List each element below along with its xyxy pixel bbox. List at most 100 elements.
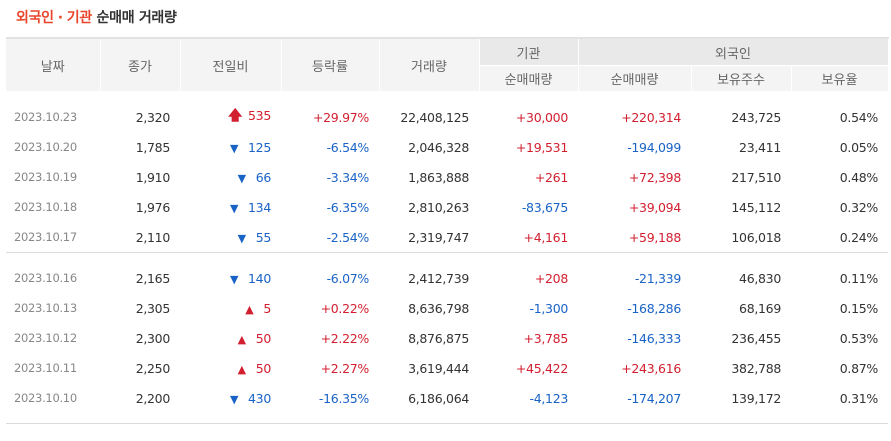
cell-foreign-hold: 139,172 <box>731 390 781 406</box>
header-date: 날짜 <box>6 37 101 92</box>
title-rest: 순매매 거래량 <box>96 10 177 26</box>
cell-date: 2023.10.19 <box>14 170 77 184</box>
table-row: 2023.10.17 2,110 ▼ 55 -2.54% 2,319,747 +4,161 +… <box>6 222 888 253</box>
table-row: 2023.10.11 2,250 ▲ 50 +2.27% 3,619,444 +45,422… <box>6 353 888 383</box>
change-value: 5 <box>263 300 271 316</box>
cell-volume: 2,046,328 <box>408 139 469 155</box>
header-foreign-ratio: 보유율 <box>791 65 889 92</box>
cell-date: 2023.10.10 <box>14 391 77 405</box>
cell-foreign-hold: 106,018 <box>731 229 781 245</box>
header-institution-group: 기관 <box>479 37 579 66</box>
table-row: 2023.10.23 2,320 🡅 535 +29.97% 22,408,125 +30,… <box>6 102 888 132</box>
cell-date: 2023.10.20 <box>14 140 77 154</box>
cell-date: 2023.10.12 <box>14 331 77 345</box>
cell-foreign-net: +59,188 <box>628 229 681 245</box>
change-value: 50 <box>255 360 272 376</box>
cell-foreign-net: -194,099 <box>627 139 681 155</box>
cell-rate: +0.22% <box>320 300 370 316</box>
cell-volume: 1,863,888 <box>408 169 469 185</box>
header-close: 종가 <box>100 37 181 92</box>
header-volume: 거래량 <box>379 37 480 92</box>
down-triangle-icon: ▼ <box>229 272 239 286</box>
cell-foreign-hold: 46,830 <box>739 270 781 286</box>
trading-table: 날짜 종가 전일비 등락률 거래량 기관 외국인 순매매량 순매매량 보유주수 … <box>6 37 889 424</box>
cell-inst-net: +19,531 <box>515 139 568 155</box>
change-value: 125 <box>248 139 271 155</box>
cell-inst-net: +261 <box>534 169 568 185</box>
cell-date: 2023.10.18 <box>14 200 77 214</box>
table-row: 2023.10.12 2,300 ▲ 50 +2.22% 8,876,875 +3,785 -… <box>6 323 888 353</box>
change-value: 50 <box>255 330 272 346</box>
cell-inst-net: -4,123 <box>529 390 569 406</box>
cell-foreign-net: -174,207 <box>627 390 681 406</box>
cell-volume: 2,810,263 <box>408 199 469 215</box>
cell-close: 1,910 <box>135 169 171 185</box>
cell-volume: 8,636,798 <box>408 300 469 316</box>
cell-foreign-net: +220,314 <box>621 109 681 125</box>
cell-foreign-net: +243,616 <box>621 360 681 376</box>
cell-foreign-net: +39,094 <box>628 199 681 215</box>
cell-volume: 22,408,125 <box>400 109 469 125</box>
cell-foreign-ratio: 0.48% <box>839 169 879 185</box>
table-bottom-border <box>6 423 888 424</box>
cell-volume: 3,619,444 <box>408 360 469 376</box>
change-value: 140 <box>248 270 271 286</box>
down-triangle-icon: ▼ <box>229 392 239 406</box>
cell-foreign-hold: 243,725 <box>731 109 781 125</box>
cell-rate: -16.35% <box>318 390 369 406</box>
cell-change: ▼ 140 <box>180 263 281 293</box>
cell-foreign-ratio: 0.32% <box>839 199 879 215</box>
cell-inst-net: +208 <box>534 270 568 286</box>
cell-foreign-hold: 23,411 <box>739 139 781 155</box>
up-triangle-icon: ▲ <box>237 332 246 346</box>
cell-date: 2023.10.16 <box>14 271 77 285</box>
cell-volume: 6,186,064 <box>408 390 469 406</box>
cell-change: ▼ 55 <box>180 222 281 253</box>
down-triangle-icon: ▼ <box>237 171 246 185</box>
cell-date: 2023.10.23 <box>14 110 77 124</box>
cell-volume: 2,319,747 <box>408 229 469 245</box>
cell-inst-net: +45,422 <box>515 360 568 376</box>
header-inst-net: 순매매량 <box>479 65 579 92</box>
cell-foreign-ratio: 0.31% <box>839 390 879 406</box>
cell-date: 2023.10.13 <box>14 301 77 315</box>
header-foreign-net: 순매매량 <box>578 65 692 92</box>
cell-rate: +2.22% <box>320 330 370 346</box>
cell-close: 2,305 <box>135 300 171 316</box>
cell-foreign-net: -168,286 <box>627 300 681 316</box>
cell-foreign-ratio: 0.15% <box>839 300 879 316</box>
table-row: 2023.10.16 2,165 ▼ 140 -6.07% 2,412,739 +208 -2… <box>6 263 888 293</box>
cell-foreign-ratio: 0.24% <box>839 229 879 245</box>
cell-close: 2,165 <box>135 270 171 286</box>
cell-foreign-ratio: 0.11% <box>839 270 879 286</box>
down-triangle-icon: ▼ <box>229 141 239 155</box>
cell-change: ▲ 50 <box>180 323 281 353</box>
table-row: 2023.10.19 1,910 ▼ 66 -3.34% 1,863,888 +261 +72… <box>6 162 888 192</box>
cell-foreign-net: +72,398 <box>628 169 681 185</box>
cell-close: 2,320 <box>135 109 171 125</box>
cell-change: ▼ 66 <box>180 162 281 192</box>
cell-change: ▼ 134 <box>180 192 281 222</box>
title-separator: · <box>57 10 63 26</box>
cell-foreign-hold: 217,510 <box>731 169 781 185</box>
cell-foreign-net: -146,333 <box>627 330 681 346</box>
cell-foreign-ratio: 0.53% <box>839 330 879 346</box>
title-foreign: 외국인 <box>16 10 54 26</box>
cell-rate: -6.54% <box>326 139 370 155</box>
cell-rate: +2.27% <box>320 360 370 376</box>
cell-change: ▼ 125 <box>180 132 281 162</box>
header-change: 전일비 <box>180 37 282 92</box>
up-triangle-icon: ▲ <box>245 302 254 316</box>
cell-change: ▲ 50 <box>180 353 281 383</box>
cell-foreign-hold: 382,788 <box>731 360 781 376</box>
cell-foreign-hold: 236,455 <box>731 330 781 346</box>
table-row: 2023.10.13 2,305 ▲ 5 +0.22% 8,636,798 -1,300 -1… <box>6 293 888 323</box>
cell-foreign-hold: 68,169 <box>739 300 781 316</box>
table-row: 2023.10.20 1,785 ▼ 125 -6.54% 2,046,328 +19,53… <box>6 132 888 162</box>
cell-rate: -6.07% <box>326 270 370 286</box>
cell-change: ▼ 430 <box>180 383 281 413</box>
cell-inst-net: +4,161 <box>523 229 569 245</box>
cell-close: 2,300 <box>135 330 171 346</box>
upper-limit-arrow-icon: 🡅 <box>228 108 243 124</box>
